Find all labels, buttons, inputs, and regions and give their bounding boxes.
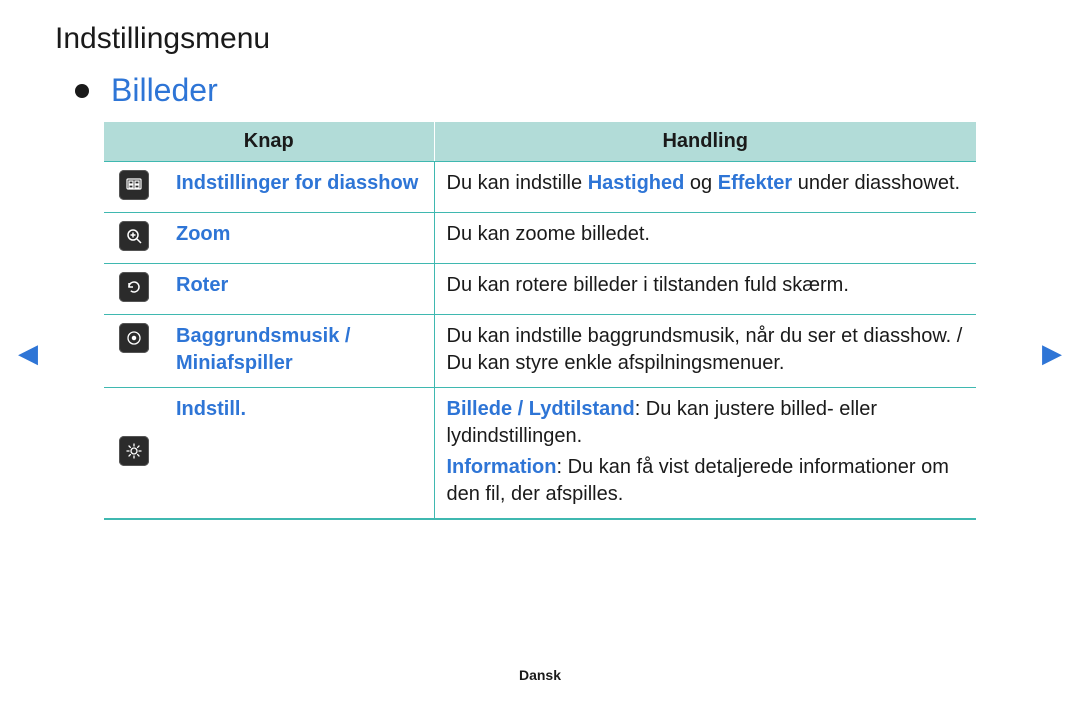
keyword-hastighed: Hastighed: [588, 172, 685, 194]
header-knap: Knap: [104, 122, 434, 162]
table-header-row: Knap Handling: [104, 122, 976, 162]
slideshow-icon: [119, 170, 149, 200]
cell-icon: [104, 388, 164, 520]
cell-label: Indstillinger for diasshow: [164, 162, 434, 213]
music-icon: [119, 323, 149, 353]
keyword-information: Information: [447, 456, 557, 478]
table-row: Indstill. Billede / Lydtilstand: Du kan …: [104, 388, 976, 520]
page: Indstillingsmenu Billeder ◀ ▶ Knap Handl…: [0, 0, 1080, 705]
text: og: [684, 172, 717, 194]
cell-label: Zoom: [164, 213, 434, 264]
page-subtitle: Billeder: [111, 72, 218, 109]
text: Du kan indstille: [447, 172, 588, 194]
text: under diasshowet.: [792, 172, 960, 194]
cell-action: Du kan indstille baggrundsmusik, når du …: [434, 315, 976, 388]
zoom-icon: [119, 221, 149, 251]
cell-icon: [104, 162, 164, 213]
cell-label: Baggrundsmusik / Miniafspiller: [164, 315, 434, 388]
cell-icon: [104, 213, 164, 264]
footer-language: Dansk: [0, 667, 1080, 683]
cell-action: Billede / Lydtilstand: Du kan justere bi…: [434, 388, 976, 520]
table-row: Indstillinger for diasshow Du kan indsti…: [104, 162, 976, 213]
subtitle-row: Billeder: [75, 72, 218, 109]
nav-prev-icon[interactable]: ◀: [18, 338, 38, 369]
nav-next-icon[interactable]: ▶: [1042, 338, 1062, 369]
cell-action: Du kan zoome billedet.: [434, 213, 976, 264]
page-title: Indstillingsmenu: [55, 22, 270, 56]
cell-action: Du kan rotere billeder i tilstanden fuld…: [434, 264, 976, 315]
action-line-2: Information: Du kan få vist detaljerede …: [447, 454, 965, 508]
bullet-icon: [75, 84, 89, 98]
settings-table: Knap Handling Indstillinger for diasshow: [104, 122, 976, 520]
table-row: Baggrundsmusik / Miniafspiller Du kan in…: [104, 315, 976, 388]
keyword-effekter: Effekter: [718, 172, 792, 194]
cell-action: Du kan indstille Hastighed og Effekter u…: [434, 162, 976, 213]
cell-label: Indstill.: [164, 388, 434, 520]
settings-icon: [119, 436, 149, 466]
cell-label: Roter: [164, 264, 434, 315]
action-line-1: Billede / Lydtilstand: Du kan justere bi…: [447, 396, 965, 450]
cell-icon: [104, 315, 164, 388]
cell-icon: [104, 264, 164, 315]
keyword-billede-lydtilstand: Billede / Lydtilstand: [447, 398, 635, 420]
table-row: Roter Du kan rotere billeder i tilstande…: [104, 264, 976, 315]
table-row: Zoom Du kan zoome billedet.: [104, 213, 976, 264]
header-handling: Handling: [434, 122, 976, 162]
rotate-icon: [119, 272, 149, 302]
